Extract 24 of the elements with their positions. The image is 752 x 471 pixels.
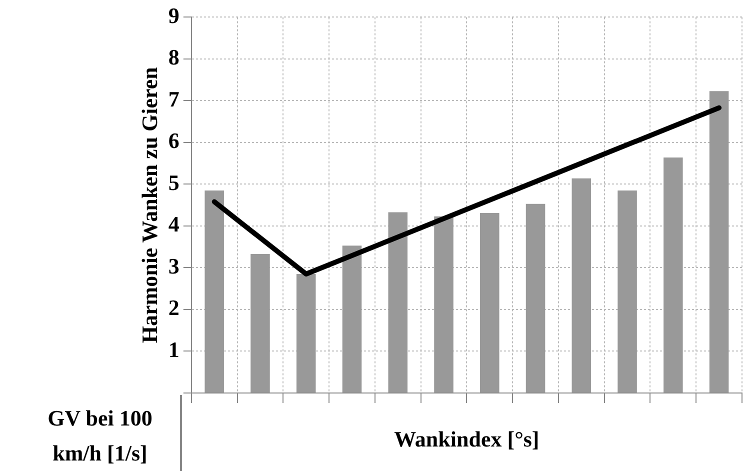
y-tick-label: 2 (168, 295, 180, 320)
bar (480, 213, 500, 392)
bar (664, 158, 683, 392)
y-tick-label: 9 (168, 2, 180, 28)
y-tick-label: 8 (168, 44, 180, 70)
y-tick-label: 7 (168, 86, 180, 112)
bar (342, 246, 362, 392)
text: GV bei 100 km/h [1/s] (48, 406, 152, 466)
bar (434, 216, 454, 392)
y-axis-title: Harmonie Wanken zu Gieren (136, 67, 162, 344)
bar (204, 190, 224, 392)
bar (572, 178, 592, 392)
bar (250, 254, 270, 392)
bar (618, 190, 637, 392)
y-tick-label: 5 (168, 170, 180, 195)
y-tick-label: 4 (168, 212, 180, 237)
y-tick-label: 3 (168, 253, 180, 278)
bar (296, 274, 316, 392)
y-tick-label: 6 (168, 128, 180, 154)
bar (388, 212, 408, 392)
bar (526, 204, 546, 392)
y-tick-label: 1 (168, 336, 180, 362)
bar (709, 91, 729, 392)
x-axis-title: Wankindex [°s] (394, 426, 540, 452)
